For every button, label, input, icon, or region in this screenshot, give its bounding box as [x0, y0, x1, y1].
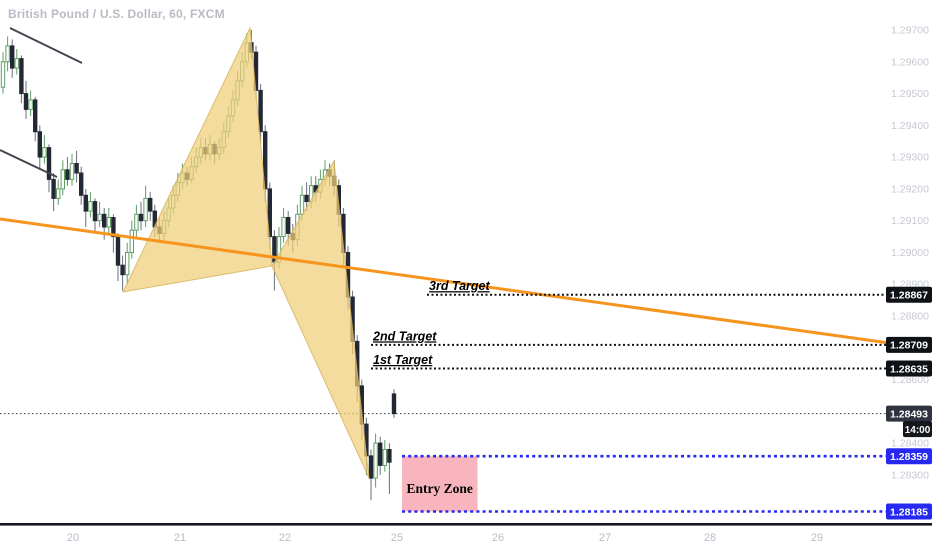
candle-body — [19, 58, 24, 95]
entry-zone-box[interactable] — [402, 456, 478, 512]
y-axis-label: 1.29300 — [891, 152, 929, 164]
candle-body — [148, 197, 153, 212]
candle-body — [69, 163, 75, 180]
candle-body — [60, 169, 65, 190]
harmonic-pattern-triangle-bcd[interactable] — [271, 159, 370, 479]
entry-zone-label: Entry Zone — [407, 481, 473, 496]
x-axis-label: 21 — [174, 532, 186, 544]
candle-body — [74, 163, 79, 174]
candle-body — [79, 172, 84, 196]
candle-body — [304, 194, 309, 203]
target-label-2nd[interactable]: 2nd Target — [372, 329, 437, 343]
target-price-chip-3rd-text: 1.28867 — [890, 290, 928, 302]
candle-body — [33, 99, 38, 133]
candle-body — [51, 178, 56, 199]
candle-body — [28, 99, 33, 110]
x-axis-label: 27 — [599, 532, 611, 544]
entry-lower-price-chip-text: 1.28185 — [890, 506, 928, 518]
y-axis-label: 1.29600 — [891, 56, 929, 68]
entry-lower-price-chip — [886, 503, 932, 520]
candle-body — [46, 147, 52, 180]
entry-upper-price-chip-text: 1.28359 — [890, 451, 928, 463]
candle-body — [111, 217, 116, 238]
target-label-3rd[interactable]: 3rd Target — [429, 279, 491, 293]
x-axis-label: 25 — [391, 532, 403, 544]
candle-body — [299, 194, 305, 215]
candle-body — [258, 89, 263, 133]
candle-body — [387, 449, 392, 463]
channel-line-lower[interactable] — [0, 149, 58, 178]
target-label-1st[interactable]: 1st Target — [373, 353, 433, 367]
y-axis-label: 1.29000 — [891, 247, 929, 259]
candle-body — [120, 264, 125, 276]
candle-body — [281, 217, 286, 238]
x-axis-label: 29 — [811, 532, 823, 544]
candle-body — [129, 229, 135, 253]
candle-body — [42, 147, 47, 158]
candle-body — [83, 194, 88, 212]
y-axis-label: 1.29100 — [891, 215, 929, 227]
candle-body — [92, 201, 98, 222]
y-axis-label: 1.29700 — [891, 25, 929, 37]
candle-body — [134, 213, 139, 231]
candle-body — [37, 131, 42, 158]
candle-body — [5, 45, 10, 63]
candle-body — [373, 442, 378, 479]
candle-body — [0, 61, 6, 88]
target-price-chip-1st — [886, 360, 932, 377]
candle-body — [378, 442, 383, 466]
candle-body — [267, 188, 273, 238]
bar-countdown-chip-text: 14:00 — [905, 425, 931, 436]
harmonic-pattern-triangle-xab[interactable] — [122, 26, 273, 293]
target-price-chip-2nd-text: 1.28709 — [890, 340, 928, 352]
y-axis-label: 1.28800 — [891, 311, 929, 323]
y-axis-label: 1.28600 — [891, 374, 929, 386]
entry-upper-price-chip — [886, 448, 932, 465]
candle-body — [138, 213, 144, 222]
target-price-chip-3rd — [886, 286, 932, 303]
y-axis-label: 1.28400 — [891, 438, 929, 450]
x-axis-label: 20 — [67, 532, 79, 544]
candle-body — [106, 217, 111, 228]
candle-body — [102, 213, 107, 228]
symbol-title: British Pound / U.S. Dollar, 60, FXCM — [8, 7, 225, 21]
candle-body — [382, 449, 388, 466]
candle-body — [14, 58, 20, 69]
candle-body — [56, 188, 61, 199]
candle-body — [143, 197, 148, 222]
target-price-chip-2nd — [886, 336, 932, 353]
y-axis-label: 1.29200 — [891, 183, 929, 195]
candle-body — [125, 252, 130, 276]
chart-bottom-border — [0, 523, 932, 526]
y-axis-label: 1.29500 — [891, 88, 929, 100]
candle-body — [65, 169, 70, 180]
candle-body — [115, 236, 121, 266]
candle-body — [286, 217, 291, 234]
current-price-chip — [886, 405, 932, 422]
candle-body — [368, 455, 374, 479]
x-axis-label: 28 — [704, 532, 716, 544]
y-axis-label: 1.28300 — [891, 469, 929, 481]
orange-trendline[interactable] — [0, 217, 891, 345]
candle-body — [88, 201, 93, 212]
candle-body — [10, 45, 15, 69]
x-axis-label: 22 — [279, 532, 291, 544]
bar-countdown-chip — [903, 421, 932, 438]
x-axis-label: 26 — [492, 532, 504, 544]
channel-line-upper[interactable] — [9, 27, 83, 64]
candle-body — [23, 93, 29, 110]
candle-body — [391, 393, 397, 415]
y-axis-label: 1.29400 — [891, 120, 929, 132]
candle-body — [97, 213, 102, 222]
target-price-chip-1st-text: 1.28635 — [890, 363, 928, 375]
current-price-chip-text: 1.28493 — [890, 408, 928, 420]
